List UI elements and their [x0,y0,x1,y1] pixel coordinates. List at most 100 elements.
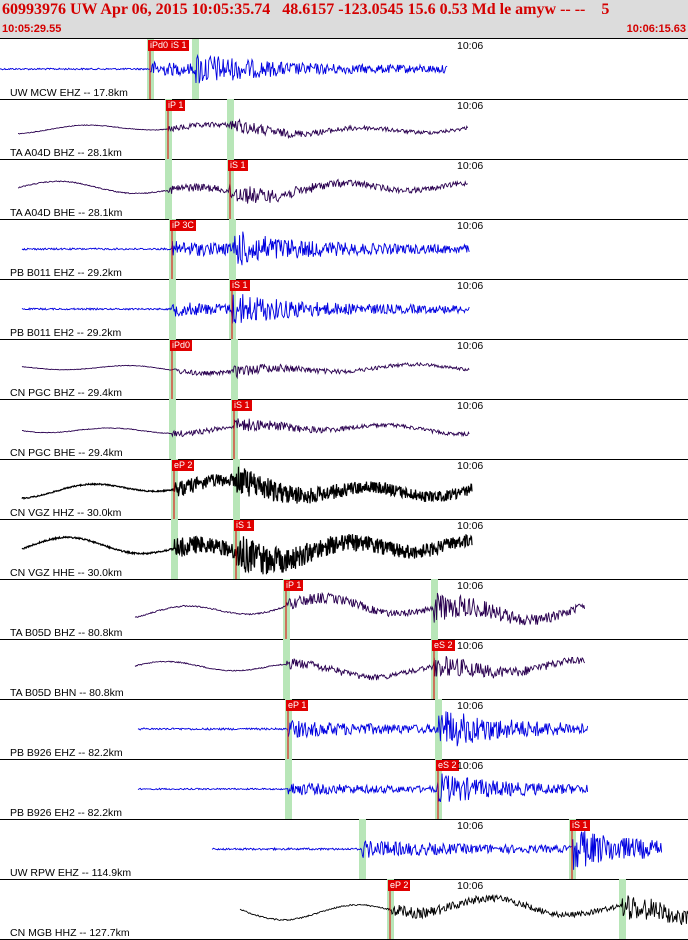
waveform-trace [137,711,589,747]
pick-flag[interactable]: iS 1 [570,820,590,831]
pick-flag[interactable]: eP 2 [172,460,195,471]
waveform-trace [21,231,470,266]
pick-flag[interactable]: iP 1 [284,580,304,591]
trace-row[interactable]: iPd0 iS 1 10:06 UW MCW EHZ -- 17.8km [0,39,688,100]
waveform-trace [239,894,688,925]
waveform-trace [21,361,470,380]
waveform-plot [134,579,586,639]
window-start-time: 10:05:29.55 [2,23,62,35]
trace-row[interactable]: eS 2 10:06 PB B926 EH2 -- 82.2km [0,759,688,820]
trace-row[interactable]: iS 1 10:06 CN VGZ HHE -- 30.0km [0,519,688,580]
station-channel-label: PB B011 EH2 -- 29.2km [10,327,122,339]
waveform-trace [134,655,586,681]
station-channel-label: PB B011 EHZ -- 29.2km [10,267,122,279]
waveform-trace [211,830,663,870]
time-tick-label: 10:06 [457,520,484,532]
trace-row[interactable]: iS 1 10:06 UW RPW EHZ -- 114.9km [0,819,688,880]
waveform-trace [0,53,448,84]
station-channel-label: TA B05D BHN -- 80.8km [10,687,124,699]
station-channel-label: UW RPW EHZ -- 114.9km [10,867,132,879]
station-channel-label: CN VGZ HHZ -- 30.0km [10,507,122,519]
pick-flag[interactable]: iP 1 [166,100,186,111]
event-header: 60993976 UW Apr 06, 2015 10:05:35.74 48.… [0,0,688,39]
waveform-plot [21,519,473,579]
time-tick-label: 10:06 [457,340,484,352]
s-window-band [192,39,199,99]
waveform-plot [21,459,473,519]
station-channel-label: CN PGC BHE -- 29.4km [10,447,123,459]
waveform-plot [134,639,586,699]
waveform-plot [18,99,468,159]
pick-flag[interactable]: eS 2 [432,640,455,651]
waveform-plot [21,399,470,459]
trace-row[interactable]: iP 1 10:06 TA A04D BHZ -- 28.1km [0,99,688,160]
waveform-trace [21,418,470,438]
station-channel-label: CN PGC BHZ -- 29.4km [10,387,123,399]
waveform-trace [137,773,589,803]
waveform-plot [137,699,589,759]
time-tick-label: 10:06 [457,880,484,892]
p-window-band [165,159,172,219]
waveform-trace [18,118,468,140]
station-channel-label: CN MGB HHZ -- 127.7km [10,927,130,939]
pick-flag[interactable]: eS 2 [436,760,459,771]
pick-flag[interactable]: iS 1 [228,160,248,171]
waveform-plot [17,159,468,219]
time-tick-label: 10:06 [457,580,484,592]
p-window-band [283,639,290,699]
waveform-plot [21,219,470,279]
time-tick-label: 10:06 [457,640,484,652]
time-tick-label: 10:06 [457,160,484,172]
s-window-band [231,339,238,399]
trace-row[interactable]: iS 1 10:06 PB B011 EH2 -- 29.2km [0,279,688,340]
pick-flag[interactable]: iS 1 [169,40,189,51]
station-channel-label: CN VGZ HHE -- 30.0km [10,567,123,579]
waveform-trace [21,534,473,575]
time-tick-label: 10:06 [457,460,484,472]
p-window-band [285,759,292,819]
trace-row[interactable]: iP 3C 10:06 PB B011 EHZ -- 29.2km [0,219,688,280]
time-tick-label: 10:06 [457,820,484,832]
waveform-plot [0,39,448,99]
pick-flag[interactable]: iPd0 [170,340,193,351]
time-tick-label: 10:06 [457,220,484,232]
waveform-trace [21,466,473,504]
trace-row[interactable]: iS 1 10:06 CN PGC BHE -- 29.4km [0,399,688,460]
waveform-plot [137,759,589,819]
pick-flag[interactable]: eP 2 [388,880,411,891]
s-window-band [229,219,236,279]
pick-flag[interactable]: eP 1 [286,700,309,711]
time-tick-label: 10:06 [457,760,484,772]
trace-row[interactable]: eP 2 10:06 CN MGB HHZ -- 127.7km [0,879,688,940]
pick-flag[interactable]: iS 1 [232,400,252,411]
trace-row[interactable]: iS 1 10:06 TA A04D BHE -- 28.1km [0,159,688,220]
trace-row[interactable]: eP 2 10:06 CN VGZ HHZ -- 30.0km [0,459,688,520]
trace-row[interactable]: eP 1 10:06 PB B926 EHZ -- 82.2km [0,699,688,760]
pick-flag[interactable]: iP 3C [170,220,196,231]
waveform-trace [134,591,586,626]
event-title: 60993976 UW Apr 06, 2015 10:05:35.74 48.… [2,1,610,18]
p-window-band [169,399,176,459]
pick-flag[interactable]: iS 1 [230,280,250,291]
trace-row[interactable]: iPd0 10:06 CN PGC BHZ -- 29.4km [0,339,688,400]
waveform-trace [21,294,470,324]
waveform-plot [21,279,470,339]
time-tick-label: 10:06 [457,280,484,292]
station-channel-label: PB B926 EH2 -- 82.2km [10,807,123,819]
station-channel-label: TA A04D BHZ -- 28.1km [10,147,122,159]
seismogram-panel[interactable]: iPd0 iS 1 10:06 UW MCW EHZ -- 17.8km iP 1 10:… [0,39,688,940]
p-window-band [359,819,366,879]
trace-row[interactable]: eS 2 10:06 TA B05D BHN -- 80.8km [0,639,688,700]
waveform-trace [17,178,468,204]
trace-row[interactable]: iP 1 10:06 TA B05D BHZ -- 80.8km [0,579,688,640]
time-tick-label: 10:06 [457,40,484,52]
station-channel-label: TA A04D BHE -- 28.1km [10,207,123,219]
window-end-time: 10:06:15.63 [626,23,686,35]
station-channel-label: UW MCW EHZ -- 17.8km [10,87,128,99]
pick-flag[interactable]: iS 1 [234,520,254,531]
pick-flag[interactable]: iPd0 [148,40,171,51]
time-tick-label: 10:06 [457,700,484,712]
s-window-band [227,99,234,159]
waveform-plot [21,339,470,399]
time-tick-label: 10:06 [457,100,484,112]
